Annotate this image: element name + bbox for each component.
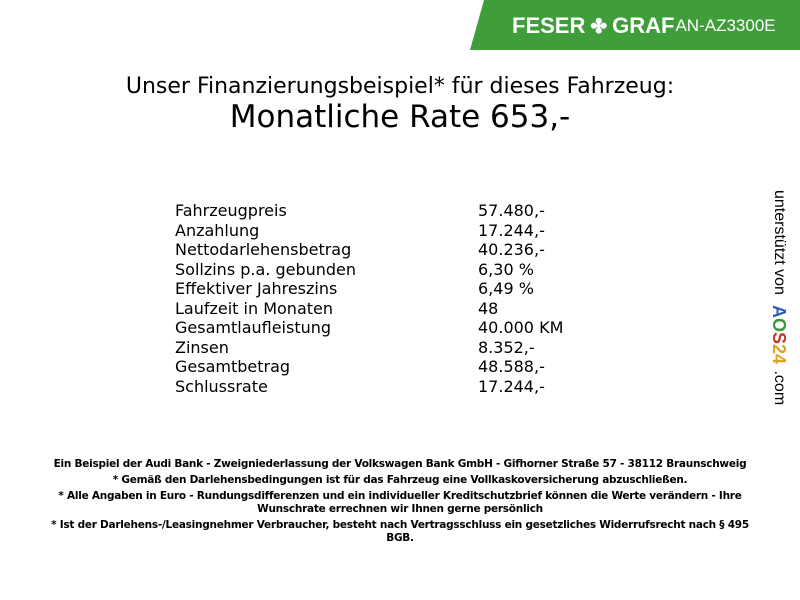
table-row: Zinsen 8.352,-: [175, 338, 563, 358]
row-label: Sollzins p.a. gebunden: [175, 259, 357, 279]
row-label: Laufzeit in Monaten: [175, 298, 334, 318]
header-banner: FESER ✤ GRAF AN-AZ3300E: [470, 0, 800, 50]
row-label: Effektiver Jahreszins: [175, 279, 338, 298]
row-value: 40.000 KM: [478, 318, 564, 337]
clover-icon: ✤: [590, 15, 608, 38]
row-label: Anzahlung: [175, 220, 260, 240]
brand-left: FESER: [512, 13, 586, 38]
row-value: 6,49 %: [478, 279, 534, 298]
row-label: Gesamtlaufleistung: [175, 318, 332, 337]
table-row: Gesamtlaufleistung 40.000 KM: [175, 318, 563, 338]
table-row: Sollzins p.a. gebunden 6,30 %: [175, 260, 563, 280]
row-value: 6,30 %: [478, 259, 534, 279]
table-row: Gesamtbetrag 48.588,-: [175, 357, 563, 377]
footer-note: * Alle Angaben in Euro - Rundungsdiffere…: [58, 490, 742, 515]
row-value: 48.588,-: [478, 357, 545, 376]
row-label: Nettodarlehensbetrag: [175, 240, 352, 259]
aos24-logo: AOS24: [769, 305, 789, 365]
sponsor-suffix: .com: [771, 370, 788, 406]
brand-right: GRAF: [612, 13, 675, 38]
table-row: Effektiver Jahreszins 6,49 %: [175, 279, 563, 299]
vehicle-code: AN-AZ3300E: [675, 16, 776, 35]
monthly-rate-title: Monatliche Rate 653,-: [229, 99, 571, 135]
row-label: Fahrzeugpreis: [175, 201, 287, 220]
row-value: 8.352,-: [478, 337, 535, 357]
table-row: Anzahlung 17.244,-: [175, 221, 563, 241]
row-value: 17.244,-: [478, 376, 545, 396]
footer-bank-info: Ein Beispiel der Audi Bank - Zweignieder…: [53, 458, 747, 470]
row-label: Schlussrate: [175, 376, 268, 396]
row-value: 57.480,-: [478, 201, 545, 220]
row-value: 48: [478, 298, 499, 318]
table-row: Laufzeit in Monaten 48: [175, 299, 563, 319]
table-row: Schlussrate 17.244,-: [175, 377, 563, 397]
brand-logo: FESER ✤ GRAF AN-AZ3300E: [512, 13, 776, 39]
sponsor-note: unterstützt von AOS24 .com: [768, 190, 789, 405]
footer-note: * Gemäß den Darlehensbedingungen ist für…: [112, 474, 688, 486]
row-label: Zinsen: [175, 337, 229, 357]
row-value: 17.244,-: [478, 220, 545, 240]
footer-disclaimer: Ein Beispiel der Audi Bank - Zweignieder…: [40, 458, 760, 548]
row-value: 40.236,-: [478, 240, 545, 259]
row-label: Gesamtbetrag: [175, 357, 291, 376]
footer-note: * Ist der Darlehens-/Leasingnehmer Verbr…: [51, 519, 749, 544]
title-line1: Unser Finanzierungsbeispiel* für dieses …: [125, 74, 675, 99]
table-row: Nettodarlehensbetrag 40.236,-: [175, 240, 563, 260]
sponsor-prefix: unterstützt von: [771, 190, 788, 295]
table-row: Fahrzeugpreis 57.480,-: [175, 201, 563, 221]
finance-table: Fahrzeugpreis 57.480,- Anzahlung 17.244,- …: [175, 201, 563, 396]
